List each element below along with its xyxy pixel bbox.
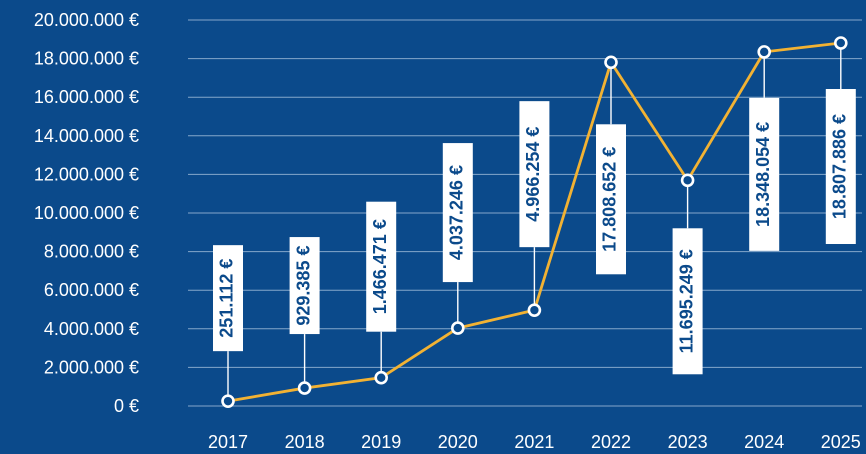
x-tick-label: 2019 <box>361 432 401 452</box>
data-label-box <box>825 89 856 245</box>
data-label-connectors <box>227 43 842 402</box>
y-tick-label: 18.000.000 € <box>34 49 139 69</box>
y-tick-label: 10.000.000 € <box>34 203 139 223</box>
data-point <box>297 381 312 395</box>
data-labels: 251.112 € 929.385 € 1.466.471 € 4.037.246 €… <box>213 89 856 375</box>
x-tick-label: 2017 <box>208 432 248 452</box>
y-tick-label: 0 € <box>114 396 139 416</box>
y-tick-label: 2.000.000 € <box>44 357 139 377</box>
data-label: 929.385 € <box>293 246 313 326</box>
y-tick-label: 4.000.000 € <box>44 319 139 339</box>
data-point <box>450 321 465 335</box>
data-label-box <box>519 101 550 248</box>
data-point <box>604 55 618 70</box>
y-axis-tick-labels: 0 € 2.000.000 € 4.000.000 € 6.000.000 € 8.00… <box>34 10 139 416</box>
y-tick-label: 20.000.000 € <box>34 10 139 30</box>
data-point <box>680 173 695 188</box>
data-label: 4.037.246 € <box>447 165 467 260</box>
y-tick-label: 6.000.000 € <box>44 280 139 300</box>
y-tick-label: 16.000.000 € <box>34 87 139 107</box>
data-label: 11.695.249 € <box>676 249 696 353</box>
data-point <box>221 394 235 408</box>
data-label: 251.112 € <box>217 259 237 338</box>
y-tick-label: 12.000.000 € <box>34 164 139 184</box>
data-label-box <box>596 124 626 275</box>
x-tick-label: 2024 <box>744 432 784 452</box>
y-tick-label: 14.000.000 € <box>34 126 139 146</box>
y-tick-label: 8.000.000 € <box>44 242 139 262</box>
data-label: 4.966.254 € <box>523 127 543 222</box>
data-label-box <box>749 97 780 251</box>
data-label-box <box>442 143 473 283</box>
x-tick-label: 2018 <box>285 432 325 452</box>
data-point <box>527 303 542 317</box>
data-point <box>833 36 848 50</box>
data-label: 18.807.886 € <box>830 114 850 219</box>
data-point <box>757 45 772 59</box>
x-tick-label: 2025 <box>821 432 861 452</box>
data-point <box>374 370 389 385</box>
x-tick-label: 2022 <box>591 432 631 452</box>
x-tick-label: 2021 <box>514 432 554 452</box>
data-label-box <box>672 228 703 375</box>
data-label: 18.348.054 € <box>753 122 773 227</box>
data-label-box <box>289 237 320 335</box>
data-points <box>221 36 848 408</box>
data-label: 1.466.471 € <box>370 219 390 314</box>
x-axis-tick-labels: 2017 2018 2019 2020 2021 2022 2023 2024 2025 <box>208 432 861 452</box>
data-label-box <box>366 201 397 332</box>
data-label-box <box>213 245 243 352</box>
data-label: 17.808.652 € <box>600 147 620 252</box>
x-tick-label: 2020 <box>438 432 478 452</box>
x-tick-label: 2023 <box>668 432 708 452</box>
